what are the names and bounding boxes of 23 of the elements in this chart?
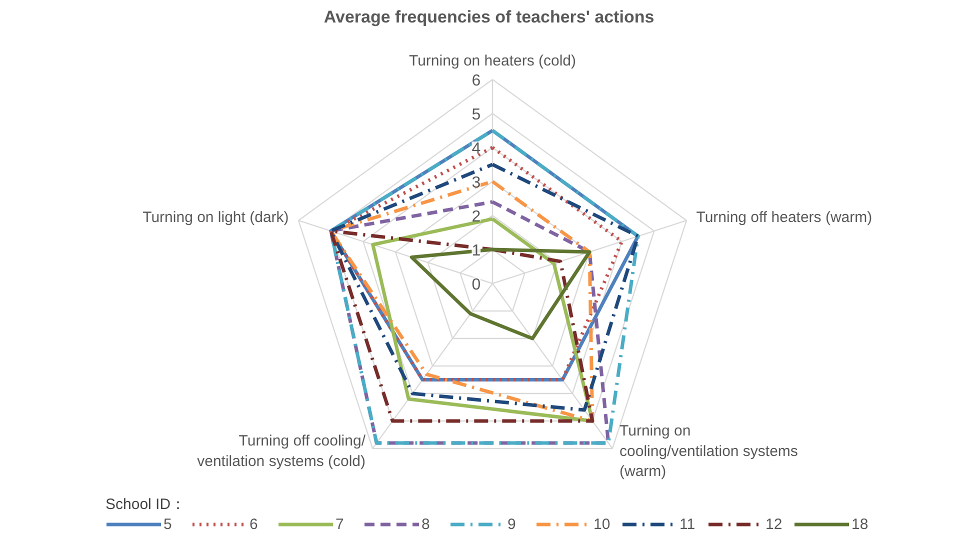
legend-title: School ID：	[106, 495, 187, 514]
y-tick-label: 5	[472, 106, 481, 124]
y-tick-label: 0	[472, 276, 481, 294]
legend-label: 18	[852, 516, 870, 532]
y-tick-label: 6	[472, 72, 481, 90]
legend-label: 11	[680, 516, 696, 532]
legend-label: 12	[766, 516, 784, 532]
chart-title: Average frequencies of teachers' actions	[324, 8, 654, 26]
legend-label: 9	[508, 516, 517, 532]
y-tick-label: 4	[472, 140, 481, 158]
legend-label: 8	[422, 516, 431, 532]
legend-label: 10	[594, 516, 612, 532]
y-tick-label: 2	[472, 208, 481, 226]
legend-label: 7	[336, 516, 345, 532]
legend-label: 6	[250, 516, 259, 532]
y-tick-label: 3	[472, 174, 481, 192]
y-tick-label: 1	[472, 242, 481, 260]
spoke-label: Turning on cooling/ventilation systems (warm)	[620, 422, 798, 480]
legend-label: 5	[164, 516, 173, 532]
spoke-label: Turning off cooling/ ventilation systems (cold)	[197, 432, 366, 470]
spoke-label: Turning on heaters (cold)	[408, 52, 576, 70]
spoke-label: Turning off heaters (warm)	[696, 208, 872, 226]
spoke-label: Turning on light (dark)	[142, 208, 289, 226]
